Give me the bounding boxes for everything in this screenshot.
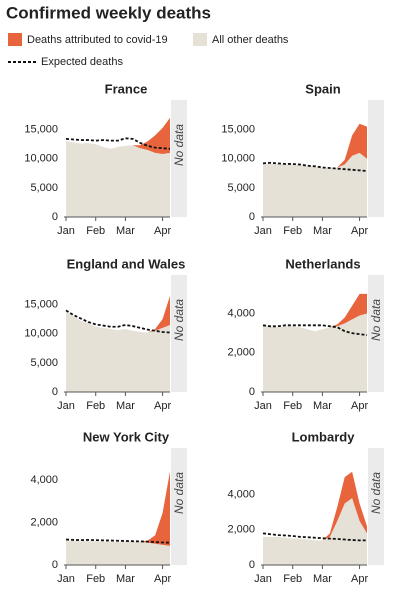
y-tick-label: 4,000 xyxy=(30,474,58,486)
x-tick-label: Jan xyxy=(57,573,75,585)
no-data-band xyxy=(368,100,384,217)
no-data-band xyxy=(171,100,187,217)
y-tick-label: 4,000 xyxy=(227,307,255,319)
y-tick-label: 0 xyxy=(52,386,58,398)
y-tick-label: 15,000 xyxy=(24,298,58,310)
no-data-label: No data xyxy=(369,472,383,514)
x-tick-label: Apr xyxy=(351,400,368,412)
panel-title: France xyxy=(105,81,148,96)
legend-label: All other deaths xyxy=(212,34,289,46)
expected-line xyxy=(65,137,171,150)
area-other xyxy=(66,311,170,392)
x-tick-label: Apr xyxy=(154,400,171,412)
y-tick-label: 10,000 xyxy=(221,153,255,165)
panel: Netherlands No data 0 2,000 4,000 Jan Feb Mar Ap… xyxy=(227,256,384,412)
legend-label: Expected deaths xyxy=(41,56,123,68)
x-tick-label: Mar xyxy=(313,573,332,585)
y-tick-label: 0 xyxy=(249,211,255,223)
no-data-band xyxy=(171,275,187,392)
x-tick-label: Apr xyxy=(154,573,171,585)
x-tick-label: Mar xyxy=(116,573,135,585)
y-tick-label: 15,000 xyxy=(24,123,58,135)
area-covid xyxy=(263,293,367,332)
y-tick-label: 0 xyxy=(52,211,58,223)
y-tick-label: 2,000 xyxy=(227,347,255,359)
legend: Deaths attributed to covid-19 All other … xyxy=(8,33,289,68)
x-tick-label: Mar xyxy=(313,400,332,412)
x-tick-label: Feb xyxy=(86,573,105,585)
y-tick-label: 10,000 xyxy=(24,153,58,165)
y-tick-label: 5,000 xyxy=(227,182,255,194)
panel: England and Wales No data 0 5,000 10,000 15,0… xyxy=(24,256,187,412)
panel-title: Spain xyxy=(305,81,340,96)
panel-title: Netherlands xyxy=(285,256,360,271)
area-other xyxy=(66,540,170,565)
legend-swatch xyxy=(193,33,207,46)
x-tick-label: Apr xyxy=(351,573,368,585)
no-data-band xyxy=(171,448,187,565)
x-tick-label: Feb xyxy=(86,225,105,237)
y-tick-label: 0 xyxy=(249,386,255,398)
x-tick-label: Jan xyxy=(254,225,272,237)
figure-title: Confirmed weekly deaths xyxy=(6,3,211,22)
x-tick-label: Feb xyxy=(283,400,302,412)
area-other xyxy=(263,313,367,392)
y-tick-label: 0 xyxy=(249,559,255,571)
no-data-band xyxy=(368,275,384,392)
y-tick-label: 10,000 xyxy=(24,328,58,340)
no-data-label: No data xyxy=(172,124,186,166)
y-tick-label: 2,000 xyxy=(30,516,58,528)
no-data-label: No data xyxy=(369,299,383,341)
no-data-band xyxy=(368,448,384,565)
y-tick-label: 5,000 xyxy=(30,357,58,369)
x-tick-label: Mar xyxy=(116,400,135,412)
x-tick-label: Mar xyxy=(313,225,332,237)
panel: France No data 0 5,000 10,000 15,000 Jan Feb Mar… xyxy=(24,81,187,237)
panel: New York City No data 0 2,000 4,000 Jan Feb Mar… xyxy=(30,429,187,585)
y-tick-label: 5,000 xyxy=(30,182,58,194)
panel-title: New York City xyxy=(83,429,170,444)
x-tick-label: Feb xyxy=(283,573,302,585)
x-tick-label: Jan xyxy=(57,400,75,412)
area-covid xyxy=(66,471,170,546)
x-tick-label: Jan xyxy=(57,225,75,237)
panel-title: Lombardy xyxy=(292,429,356,444)
area-covid xyxy=(66,295,170,333)
panel-title: England and Wales xyxy=(67,256,186,271)
area-other xyxy=(263,152,367,217)
expected-line xyxy=(262,324,368,337)
expected-line xyxy=(262,532,367,542)
x-tick-label: Jan xyxy=(254,573,272,585)
panel: Lombardy No data 0 2,000 4,000 Jan Feb Mar Apr xyxy=(227,429,384,585)
y-tick-label: 2,000 xyxy=(227,524,255,536)
expected-line xyxy=(262,161,368,172)
expected-line xyxy=(65,309,171,334)
area-other xyxy=(66,141,170,217)
y-tick-label: 15,000 xyxy=(221,123,255,135)
x-tick-label: Mar xyxy=(116,225,135,237)
x-tick-label: Feb xyxy=(86,400,105,412)
panel: Spain 0 5,000 10,000 15,000 Jan Feb Mar Apr xyxy=(221,81,384,237)
x-tick-label: Apr xyxy=(351,225,368,237)
x-tick-label: Jan xyxy=(254,400,272,412)
y-tick-label: 4,000 xyxy=(227,489,255,501)
area-other xyxy=(263,498,367,565)
legend-label: Deaths attributed to covid-19 xyxy=(27,34,168,46)
x-tick-label: Apr xyxy=(154,225,171,237)
no-data-label: No data xyxy=(172,299,186,341)
expected-line xyxy=(65,538,171,544)
y-tick-label: 0 xyxy=(52,559,58,571)
no-data-label: No data xyxy=(172,472,186,514)
x-tick-label: Feb xyxy=(283,225,302,237)
legend-swatch xyxy=(8,33,22,46)
